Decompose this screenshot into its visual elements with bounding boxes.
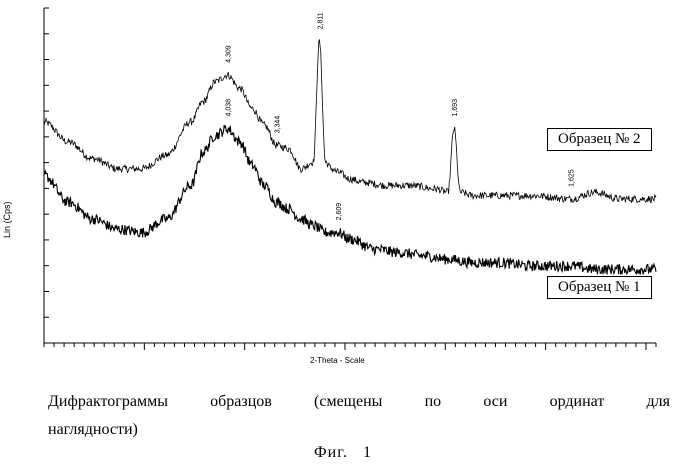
series-line-1 (44, 39, 656, 202)
peak-label: 2,811 (317, 12, 324, 29)
peak-labels: 4,309 3,344 2,811 1,693 1,625 4,038 2,609 (226, 12, 576, 220)
diffractogram-chart: 4,309 3,344 2,811 1,693 1,625 4,038 2,609 (0, 0, 699, 370)
peak-label: 3,344 (275, 116, 282, 134)
chart-series (44, 39, 656, 274)
figure-label: Фиг. 1 (314, 444, 372, 462)
peak-label: 1,693 (452, 99, 459, 117)
peak-label: 4,309 (226, 45, 233, 63)
y-axis-label: Lin (Cps) (2, 178, 14, 238)
peak-label: 2,609 (336, 203, 343, 221)
x-axis-label: 2-Theta - Scale (310, 356, 365, 365)
peak-label: 4,038 (226, 99, 233, 117)
legend-sample-2: Образец № 2 (547, 128, 652, 151)
figure-caption-line2: наглядности) (48, 416, 138, 444)
legend-sample-1: Образец № 1 (547, 276, 652, 299)
figure-caption: Дифрактограммы образцов (смещены по оси … (48, 388, 670, 416)
peak-label: 1,625 (568, 169, 575, 187)
